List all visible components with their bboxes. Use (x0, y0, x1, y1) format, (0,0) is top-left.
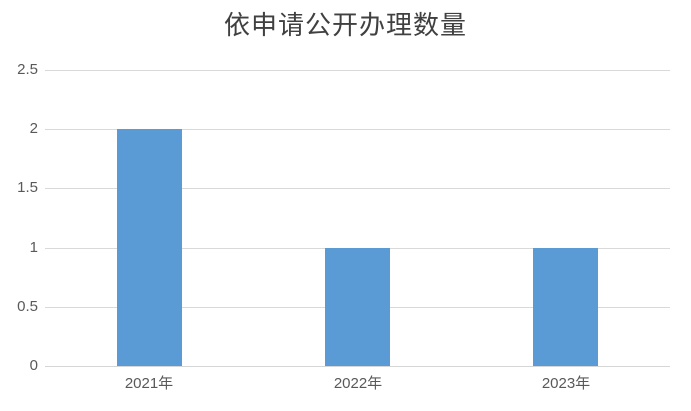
gridline (45, 70, 670, 71)
y-tick-label: 1.5 (17, 179, 38, 196)
bar-2022年 (325, 248, 390, 366)
x-axis-line (45, 366, 670, 367)
y-tick-label: 0 (29, 357, 38, 374)
y-tick-label: 2 (29, 120, 38, 137)
x-tick-label: 2023年 (541, 375, 591, 392)
gridline (45, 129, 670, 130)
x-tick-label: 2022年 (333, 375, 383, 392)
chart-title: 依申请公开办理数量 (223, 10, 467, 40)
x-tick-label: 2021年 (124, 375, 174, 392)
bar-2023年 (533, 248, 598, 366)
gridline (45, 188, 670, 189)
y-tick-label: 2.5 (17, 61, 38, 78)
y-tick-label: 1 (29, 239, 38, 256)
bar-2021年 (117, 129, 182, 366)
y-tick-label: 0.5 (17, 298, 38, 315)
